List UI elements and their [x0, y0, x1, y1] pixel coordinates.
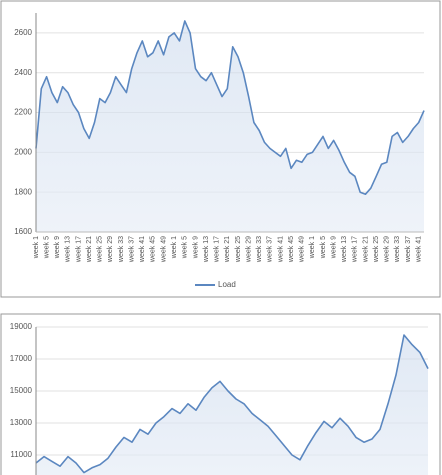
x-tick-label: week 21 [224, 236, 231, 263]
x-tick-label: week 1 [33, 236, 40, 259]
x-tick-label: week 37 [129, 236, 136, 263]
area [36, 21, 424, 232]
x-tick-label: week 21 [86, 236, 93, 263]
x-tick-label: week 45 [150, 236, 157, 263]
y-tick-label: 15000 [10, 386, 33, 395]
x-tick-label: week 17 [352, 236, 359, 263]
x-tick-label: week 9 [192, 236, 199, 259]
x-tick-label: week 29 [107, 236, 114, 263]
x-tick-label: week 49 [160, 236, 167, 263]
x-tick-label: week 5 [182, 236, 189, 259]
x-tick-label: week 29 [384, 236, 391, 263]
y-tick-label: 17000 [10, 354, 33, 363]
x-tick-label: week 17 [75, 236, 82, 263]
x-tick-label: week 13 [65, 236, 72, 263]
x-tick-label: week 1 [171, 236, 178, 259]
x-tick-label: week 41 [277, 236, 284, 263]
y-tick-label: 19000 [10, 322, 33, 331]
legend-label: Load [218, 280, 236, 289]
x-tick-label: week 1 [309, 236, 316, 259]
x-tick-label: week 29 [245, 236, 252, 263]
line [35, 20, 425, 195]
x-tick-label: week 49 [299, 236, 306, 263]
y-tick-label: 13000 [10, 418, 33, 427]
y-tick-label: 2000 [14, 147, 32, 156]
y-tick-label: 1800 [14, 187, 32, 196]
y-tick-label: 11000 [10, 450, 32, 459]
x-tick-label: week 13 [203, 236, 210, 263]
x-tick-label: week 37 [405, 236, 412, 263]
x-tick-label: week 21 [362, 236, 369, 263]
x-tick-label: week 17 [214, 236, 221, 263]
x-tick-label: week 9 [54, 236, 61, 259]
x-tick-label: week 37 [267, 236, 274, 263]
y-tick-label: 1600 [14, 227, 32, 236]
x-tick-label: week 33 [118, 236, 125, 263]
x-tick-label: week 25 [235, 236, 242, 263]
x-tick-label: week 45 [288, 236, 295, 263]
x-tick-label: week 13 [341, 236, 348, 263]
y-tick-label: 2600 [14, 28, 32, 37]
x-tick-label: week 25 [373, 236, 380, 263]
line [35, 334, 429, 474]
x-tick-label: week 9 [330, 236, 337, 259]
x-tick-label: week 5 [320, 236, 327, 259]
plot: 11000 13000 15000 17000 19000 [10, 322, 429, 475]
y-tick-label: 2200 [14, 108, 32, 117]
x-tick-label: week 33 [256, 236, 263, 263]
x-tick-label: week 41 [139, 236, 146, 263]
x-tick-label: week 33 [394, 236, 401, 263]
x-tick-label: week 5 [43, 236, 50, 259]
x-tick-label: week 41 [416, 236, 423, 263]
x-tick-label: week 25 [97, 236, 104, 263]
y-tick-label: 2400 [14, 68, 32, 77]
